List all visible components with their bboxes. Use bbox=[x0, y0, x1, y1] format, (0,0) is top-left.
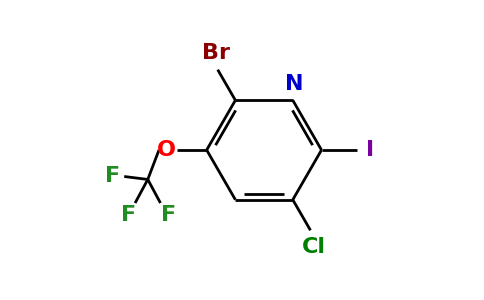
Text: Br: Br bbox=[202, 44, 230, 64]
Text: Cl: Cl bbox=[302, 236, 325, 256]
Text: F: F bbox=[121, 205, 136, 225]
Text: I: I bbox=[366, 140, 374, 160]
Text: O: O bbox=[156, 140, 176, 160]
Text: F: F bbox=[161, 205, 176, 225]
Text: F: F bbox=[105, 167, 120, 187]
Text: N: N bbox=[285, 74, 303, 94]
